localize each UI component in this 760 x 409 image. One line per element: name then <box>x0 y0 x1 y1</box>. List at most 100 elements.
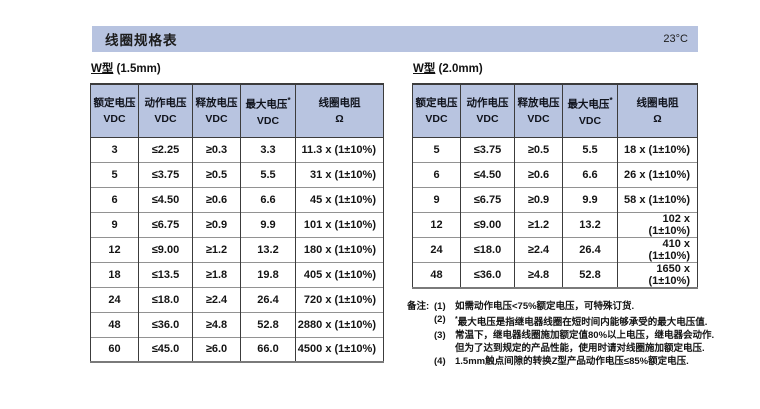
table-w15-label: W型 (1.5mm) <box>91 62 383 77</box>
table-row: 12 ≤9.00 ≥1.2 13.2 180 x (1±10%) <box>90 236 384 262</box>
cell: ≤13.5 <box>138 261 193 287</box>
cell: ≥0.9 <box>192 211 241 237</box>
col-header-release-voltage: 释放电压 VDC <box>514 83 563 138</box>
cell: ≤4.50 <box>138 186 193 212</box>
cell: 101 x (1±10%) <box>295 211 384 237</box>
note-number: (3) <box>434 330 446 342</box>
asterisk-mark: * <box>455 316 458 323</box>
cell: 31 x (1±10%) <box>295 161 384 187</box>
cell: 13.2 <box>562 211 618 237</box>
cell: ≤18.0 <box>138 286 193 312</box>
cell: 18 <box>90 261 139 287</box>
cell: ≥1.2 <box>192 236 241 262</box>
cell: 52.8 <box>240 311 296 337</box>
model-size: (1.5mm) <box>113 63 161 75</box>
table-w20-label: W型 (2.0mm) <box>413 62 697 77</box>
col-name: 最大电压* <box>563 93 617 113</box>
table-row: 18 ≤13.5 ≥1.8 19.8 405 x (1±10%) <box>90 261 384 287</box>
col-unit: VDC <box>425 112 448 125</box>
col-unit: VDC <box>578 114 602 127</box>
table-row: 60 ≤45.0 ≥6.0 66.0 4500 x (1±10%) <box>90 336 384 362</box>
table-row: 6 ≤4.50 ≥0.6 6.6 26 x (1±10%) <box>412 161 698 187</box>
cell: ≥0.5 <box>192 161 241 187</box>
model-size: (2.0mm) <box>435 63 483 75</box>
note-text-line: 常温下，继电器线圈施加额定值80%以上电压，继电器会动作. <box>455 330 715 342</box>
cell: 26 x (1±10%) <box>617 161 698 187</box>
col-name-text: 最大电压 <box>567 98 610 111</box>
note-text-line: 最大电压是指继电器线圈在短时间内能够承受的最大电压值. <box>457 317 708 329</box>
asterisk-mark: * <box>287 96 291 105</box>
table-row: 48 ≤36.0 ≥4.8 52.8 1650 x (1±10%) <box>412 261 698 288</box>
note-number: (1) <box>434 301 446 312</box>
cell: ≤18.0 <box>460 236 515 262</box>
col-unit: VDC <box>103 112 126 125</box>
asterisk-mark: * <box>609 96 613 105</box>
cell: ≥4.8 <box>192 311 241 337</box>
table-row: 6 ≤4.50 ≥0.6 6.6 45 x (1±10%) <box>90 186 384 212</box>
note-text: 如需动作电压<75%额定电压，可特殊订货. <box>455 300 759 313</box>
cell: 58 x (1±10%) <box>617 186 698 212</box>
table-row: 5 ≤3.75 ≥0.5 5.5 31 x (1±10%) <box>90 161 384 187</box>
table-row: 9 ≤6.75 ≥0.9 9.9 101 x (1±10%) <box>90 211 384 237</box>
col-name: 最大电压* <box>241 93 295 113</box>
cell: 3 <box>90 136 139 162</box>
note-4: (4) 1.5mm触点间隙的转换Z型产品动作电压≤85%额定电压. <box>407 355 759 368</box>
cell: 180 x (1±10%) <box>295 236 384 262</box>
cell: ≤4.50 <box>460 161 515 187</box>
cell: ≥0.6 <box>514 161 563 187</box>
col-header-rated-voltage: 额定电压 VDC <box>90 83 139 138</box>
col-unit: Ω <box>653 112 662 125</box>
table-row: 5 ≤3.75 ≥0.5 5.5 18 x (1±10%) <box>412 136 698 162</box>
cell: 12 <box>412 211 461 237</box>
col-name-text: 最大电压 <box>245 98 288 111</box>
col-name: 线圈电阻 <box>636 96 679 109</box>
col-name-text: 释放电压 <box>517 96 560 109</box>
col-name: 动作电压 <box>466 96 509 109</box>
col-name: 释放电压 <box>193 95 240 111</box>
cell: 410 x (1±10%) <box>617 236 698 262</box>
cell: 6 <box>412 161 461 187</box>
col-unit: VDC <box>527 112 550 125</box>
note-text: *最大电压是指继电器线圈在短时间内能够承受的最大电压值. <box>455 313 759 329</box>
spec-table-w20: 额定电压 VDC 动作电压 VDC 释放电压 VDC 最大电压* VDC 线圈电阻 Ω 5… <box>412 83 698 289</box>
col-header-rated-voltage: 额定电压 VDC <box>412 83 461 138</box>
model-name: W型 <box>91 63 114 75</box>
title-bar: 线圈规格表 23°C <box>92 26 698 52</box>
note-text-line: 但为了达到规定的产品性能，使用时请对线圈施加额定电压. <box>455 343 705 355</box>
col-header-coil-resistance: 线圈电阻 Ω <box>295 83 384 138</box>
cell: 6.6 <box>562 161 618 187</box>
cell: ≤3.75 <box>138 161 193 187</box>
table-w20-section: W型 (2.0mm) 额定电压 VDC 动作电压 VDC 释放电压 VDC 最大电压*… <box>412 62 698 289</box>
col-unit: VDC <box>154 112 177 125</box>
temperature-label: 23°C <box>663 33 688 45</box>
cell: 66.0 <box>240 336 296 362</box>
cell: 48 <box>90 311 139 337</box>
col-header-max-voltage: 最大电压* VDC <box>240 83 296 138</box>
cell: ≥4.8 <box>514 261 563 288</box>
cell: 9 <box>412 186 461 212</box>
note-3: (3) 常温下，继电器线圈施加额定值80%以上电压，继电器会动作. 但为了达到规定… <box>407 329 759 355</box>
cell: 5 <box>412 136 461 162</box>
cell: 405 x (1±10%) <box>295 261 384 287</box>
note-text: 常温下，继电器线圈施加额定值80%以上电压，继电器会动作. 但为了达到规定的产品性… <box>455 329 759 355</box>
col-name-text: 释放电压 <box>195 96 238 109</box>
col-unit: VDC <box>476 112 499 125</box>
table-w15-section: W型 (1.5mm) 额定电压 VDC 动作电压 VDC 释放电压 VDC 最大电压*… <box>90 62 384 363</box>
cell: 6 <box>90 186 139 212</box>
table-row: 24 ≤18.0 ≥2.4 26.4 720 x (1±10%) <box>90 286 384 312</box>
col-header-coil-resistance: 线圈电阻 Ω <box>617 83 698 138</box>
cell: ≤9.00 <box>460 211 515 237</box>
cell: ≥0.6 <box>192 186 241 212</box>
cell: 26.4 <box>240 286 296 312</box>
note-2: (2) *最大电压是指继电器线圈在短时间内能够承受的最大电压值. <box>407 313 759 329</box>
cell: ≤45.0 <box>138 336 193 362</box>
cell: ≥2.4 <box>192 286 241 312</box>
col-name: 额定电压 <box>93 96 136 109</box>
col-name: 线圈电阻 <box>318 96 361 109</box>
table-row: 12 ≤9.00 ≥1.2 13.2 102 x (1±10%) <box>412 211 698 237</box>
cell: 24 <box>90 286 139 312</box>
cell: 3.3 <box>240 136 296 162</box>
cell: ≤9.00 <box>138 236 193 262</box>
col-header-operate-voltage: 动作电压 VDC <box>460 83 515 138</box>
